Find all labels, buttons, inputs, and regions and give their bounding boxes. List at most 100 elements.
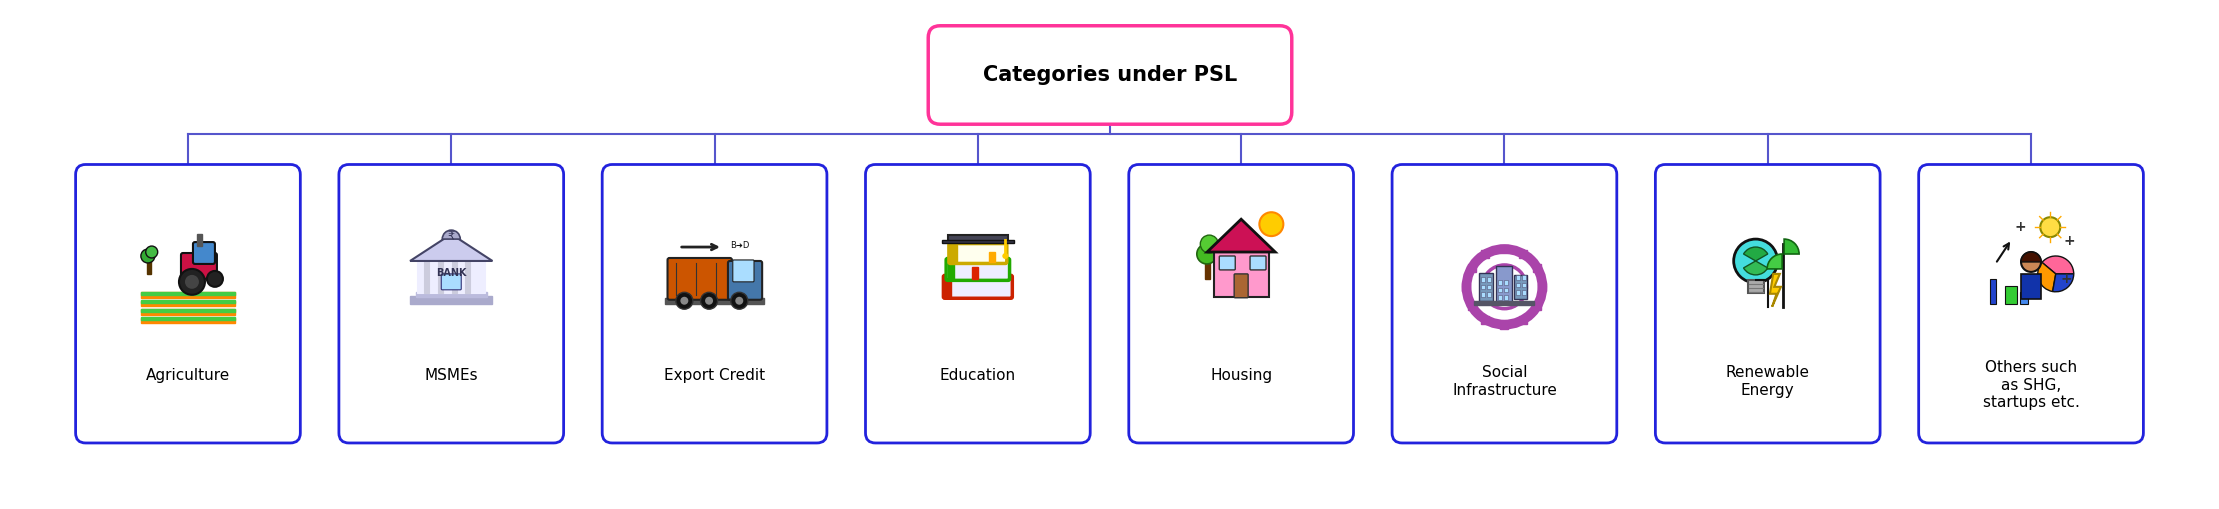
FancyBboxPatch shape bbox=[943, 275, 1012, 298]
FancyBboxPatch shape bbox=[928, 26, 1291, 124]
FancyBboxPatch shape bbox=[601, 164, 828, 443]
Circle shape bbox=[206, 271, 222, 287]
Bar bbox=[2004, 286, 2017, 304]
Bar bbox=[1538, 283, 1547, 291]
Bar bbox=[1482, 292, 1485, 297]
Polygon shape bbox=[948, 235, 1007, 242]
Circle shape bbox=[146, 246, 158, 258]
Wedge shape bbox=[2022, 252, 2041, 262]
FancyBboxPatch shape bbox=[732, 260, 754, 282]
Text: +: + bbox=[2064, 234, 2075, 248]
Bar bbox=[1482, 316, 1489, 324]
Wedge shape bbox=[1766, 254, 1782, 269]
Circle shape bbox=[681, 297, 688, 305]
Wedge shape bbox=[1744, 261, 1769, 275]
Bar bbox=[1467, 302, 1476, 309]
Circle shape bbox=[1196, 244, 1216, 264]
Bar bbox=[1990, 279, 1995, 304]
Text: Social
Infrastructure: Social Infrastructure bbox=[1451, 365, 1558, 398]
Bar bbox=[1500, 321, 1509, 329]
FancyBboxPatch shape bbox=[1249, 256, 1267, 270]
Bar bbox=[415, 292, 486, 297]
Circle shape bbox=[734, 297, 743, 305]
Text: ₹: ₹ bbox=[448, 231, 455, 241]
Bar bbox=[142, 317, 235, 320]
Bar bbox=[1487, 292, 1491, 297]
Bar bbox=[1522, 283, 1527, 287]
Bar bbox=[972, 267, 979, 279]
FancyBboxPatch shape bbox=[340, 164, 564, 443]
Bar bbox=[417, 261, 486, 293]
Bar bbox=[1533, 302, 1542, 309]
Bar bbox=[1516, 290, 1520, 295]
Bar bbox=[1498, 288, 1502, 292]
Text: Education: Education bbox=[941, 368, 1016, 383]
Bar bbox=[950, 245, 956, 262]
Polygon shape bbox=[1207, 219, 1276, 252]
Text: BANK: BANK bbox=[435, 268, 466, 278]
Bar bbox=[142, 292, 235, 295]
Bar bbox=[142, 318, 235, 323]
Bar bbox=[2019, 292, 2028, 304]
Circle shape bbox=[1260, 212, 1283, 236]
Bar bbox=[466, 261, 470, 293]
Bar bbox=[1504, 280, 1509, 285]
Bar bbox=[1482, 277, 1485, 282]
Circle shape bbox=[1003, 253, 1007, 259]
Text: Housing: Housing bbox=[1209, 368, 1271, 383]
Circle shape bbox=[706, 297, 712, 305]
Circle shape bbox=[1482, 265, 1527, 308]
FancyBboxPatch shape bbox=[75, 164, 300, 443]
Circle shape bbox=[1200, 235, 1218, 253]
Bar bbox=[1473, 301, 1533, 305]
Bar bbox=[437, 261, 444, 293]
Text: +: + bbox=[2015, 220, 2026, 234]
Bar bbox=[450, 261, 457, 293]
Bar bbox=[990, 252, 994, 262]
FancyBboxPatch shape bbox=[1655, 164, 1879, 443]
Circle shape bbox=[1733, 239, 1777, 283]
Bar bbox=[1462, 283, 1471, 291]
Circle shape bbox=[730, 292, 748, 309]
FancyBboxPatch shape bbox=[668, 258, 732, 300]
Wedge shape bbox=[442, 230, 459, 239]
Wedge shape bbox=[2037, 262, 2055, 292]
Bar bbox=[948, 260, 954, 279]
Circle shape bbox=[140, 249, 155, 263]
FancyBboxPatch shape bbox=[1129, 164, 1354, 443]
Wedge shape bbox=[2053, 274, 2075, 292]
Polygon shape bbox=[1771, 274, 1782, 307]
Bar bbox=[1480, 273, 1493, 301]
Bar bbox=[1496, 266, 1513, 304]
Bar bbox=[1487, 285, 1491, 289]
Circle shape bbox=[2022, 252, 2041, 272]
Text: Categories under PSL: Categories under PSL bbox=[983, 65, 1238, 85]
Bar bbox=[142, 292, 235, 298]
Bar bbox=[1498, 295, 1502, 300]
FancyBboxPatch shape bbox=[1218, 256, 1236, 270]
Bar bbox=[1482, 250, 1489, 258]
Circle shape bbox=[2039, 217, 2059, 237]
Bar bbox=[1513, 275, 1527, 299]
FancyBboxPatch shape bbox=[728, 261, 761, 300]
FancyBboxPatch shape bbox=[442, 274, 462, 290]
Bar bbox=[411, 296, 493, 304]
Bar bbox=[142, 309, 235, 315]
Bar bbox=[1520, 316, 1527, 324]
Text: MSMEs: MSMEs bbox=[424, 368, 477, 383]
Bar bbox=[142, 301, 235, 306]
Bar bbox=[1500, 245, 1509, 253]
Bar bbox=[1522, 275, 1527, 280]
Text: Agriculture: Agriculture bbox=[146, 368, 231, 383]
Bar bbox=[1467, 264, 1476, 272]
Polygon shape bbox=[411, 234, 493, 261]
Circle shape bbox=[184, 275, 200, 289]
Bar bbox=[1498, 280, 1502, 285]
Circle shape bbox=[677, 292, 692, 309]
Text: Export Credit: Export Credit bbox=[663, 368, 766, 383]
Bar bbox=[1214, 252, 1269, 297]
FancyBboxPatch shape bbox=[950, 244, 1007, 264]
Bar bbox=[1522, 290, 1527, 295]
Polygon shape bbox=[943, 240, 1014, 243]
Wedge shape bbox=[1744, 247, 1769, 261]
